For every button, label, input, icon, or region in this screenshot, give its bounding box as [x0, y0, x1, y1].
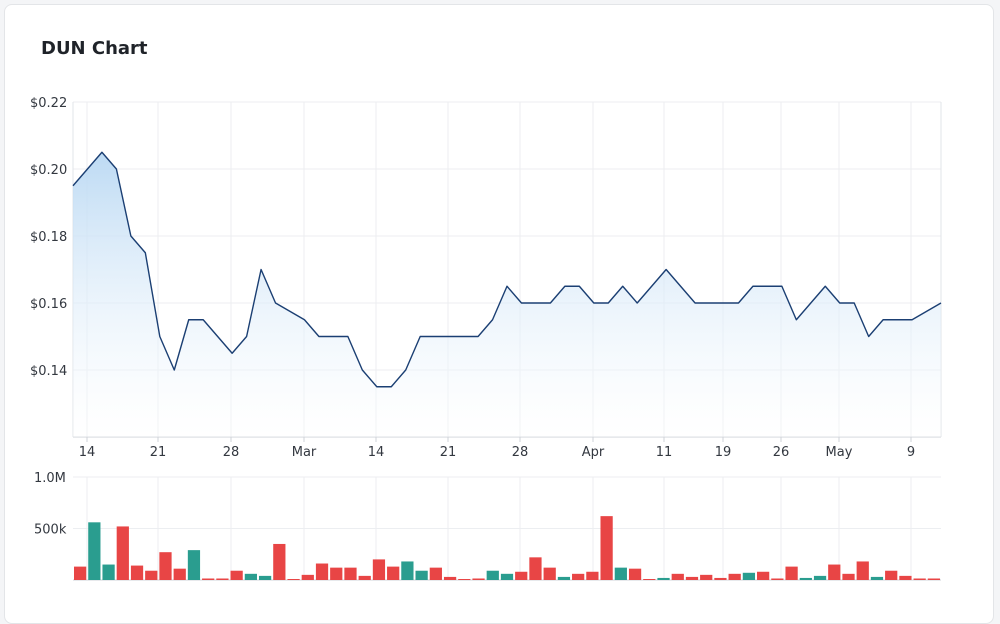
volume-bar[interactable]	[116, 526, 129, 580]
volume-bar[interactable]	[344, 567, 357, 580]
chart-title: DUN Chart	[41, 38, 148, 59]
volume-bar[interactable]	[885, 570, 898, 580]
x-tick-label: 21	[440, 445, 457, 460]
volume-bar[interactable]	[728, 573, 741, 580]
price-y-tick-label: $0.20	[30, 163, 67, 178]
volume-bar[interactable]	[600, 516, 613, 580]
price-area-layer	[72, 151, 942, 437]
price-y-axis: $0.14 $0.16 $0.18 $0.20 $0.22	[30, 96, 67, 379]
volume-bar[interactable]	[315, 563, 329, 580]
x-tick-label: Mar	[292, 445, 317, 460]
volume-bar[interactable]	[258, 575, 272, 580]
volume-bar[interactable]	[799, 577, 812, 580]
volume-bar[interactable]	[927, 578, 941, 581]
price-area	[73, 152, 941, 437]
price-y-tick-label: $0.18	[30, 230, 67, 245]
x-tick-label: 11	[656, 445, 673, 460]
volume-bars	[74, 516, 941, 581]
volume-bar[interactable]	[372, 559, 386, 580]
volume-bar[interactable]	[472, 578, 485, 581]
volume-bar[interactable]	[913, 578, 926, 581]
volume-bar[interactable]	[529, 557, 542, 580]
volume-bar[interactable]	[771, 578, 784, 581]
volume-bar[interactable]	[557, 576, 571, 580]
volume-bar[interactable]	[443, 576, 457, 580]
price-y-tick-label: $0.16	[30, 297, 67, 312]
price-y-tick-label: $0.14	[30, 364, 67, 379]
volume-bar[interactable]	[415, 570, 428, 580]
volume-bar[interactable]	[458, 579, 471, 580]
volume-bar[interactable]	[785, 566, 798, 580]
volume-bar[interactable]	[870, 576, 884, 580]
volume-bar[interactable]	[657, 577, 670, 580]
volume-bar[interactable]	[842, 573, 855, 580]
x-tick-label: May	[826, 445, 853, 460]
volume-bar[interactable]	[614, 567, 627, 580]
volume-bar[interactable]	[714, 577, 727, 580]
x-tick-label: Apr	[582, 445, 605, 460]
price-y-tick-label: $0.22	[30, 96, 67, 111]
x-tick-label: 28	[223, 445, 240, 460]
volume-bar[interactable]	[230, 570, 243, 580]
volume-bar[interactable]	[74, 566, 87, 580]
volume-bar[interactable]	[757, 571, 770, 580]
x-tick-label: 26	[773, 445, 790, 460]
volume-bar[interactable]	[543, 567, 556, 580]
volume-bar[interactable]	[515, 571, 528, 580]
volume-bar[interactable]	[187, 550, 201, 580]
volume-bar[interactable]	[130, 565, 144, 580]
volume-bar[interactable]	[742, 572, 756, 580]
volume-bar[interactable]	[358, 575, 371, 580]
price-line[interactable]	[72, 151, 942, 388]
volume-bar[interactable]	[899, 575, 912, 580]
volume-bar[interactable]	[828, 564, 841, 580]
volume-bar[interactable]	[330, 567, 343, 580]
x-tick-label: 21	[150, 445, 167, 460]
volume-bar[interactable]	[671, 573, 684, 580]
volume-bar[interactable]	[244, 573, 257, 580]
volume-bar[interactable]	[145, 570, 158, 580]
volume-bar[interactable]	[273, 543, 286, 580]
volume-bar[interactable]	[643, 579, 656, 580]
volume-bar[interactable]	[401, 561, 414, 580]
volume-y-axis: 500k 1.0M	[34, 471, 67, 538]
price-x-axis: 14 21 28 Mar 14 21 28 Apr 11 19 26 May 9	[79, 437, 915, 460]
volume-bar[interactable]	[173, 568, 186, 580]
volume-bar[interactable]	[88, 522, 101, 580]
volume-bar[interactable]	[572, 573, 585, 580]
volume-bar[interactable]	[628, 568, 642, 580]
x-tick-label: 9	[907, 445, 915, 460]
volume-bar[interactable]	[856, 561, 869, 580]
volume-bar[interactable]	[287, 579, 300, 580]
volume-bar[interactable]	[216, 578, 229, 581]
x-tick-label: 14	[368, 445, 385, 460]
volume-bar[interactable]	[202, 578, 215, 581]
volume-grid	[73, 476, 941, 581]
volume-bar[interactable]	[685, 576, 699, 580]
x-tick-label: 19	[715, 445, 732, 460]
volume-bar[interactable]	[301, 574, 314, 580]
volume-bar[interactable]	[387, 566, 400, 580]
volume-bar[interactable]	[500, 573, 514, 580]
volume-bar[interactable]	[586, 571, 599, 580]
volume-bar[interactable]	[700, 574, 713, 580]
volume-bar[interactable]	[429, 567, 442, 580]
volume-bar[interactable]	[813, 575, 827, 580]
x-tick-label: 14	[79, 445, 96, 460]
price-volume-chart[interactable]: $0.14 $0.16 $0.18 $0.20 $0.22 14 21 28 Mar 14 21 2…	[0, 0, 1000, 609]
volume-y-tick-label: 1.0M	[34, 471, 66, 486]
volume-bar[interactable]	[102, 564, 115, 580]
volume-bar[interactable]	[159, 552, 172, 580]
volume-y-tick-label: 500k	[34, 523, 67, 538]
x-tick-label: 28	[512, 445, 529, 460]
volume-bar[interactable]	[486, 570, 499, 580]
